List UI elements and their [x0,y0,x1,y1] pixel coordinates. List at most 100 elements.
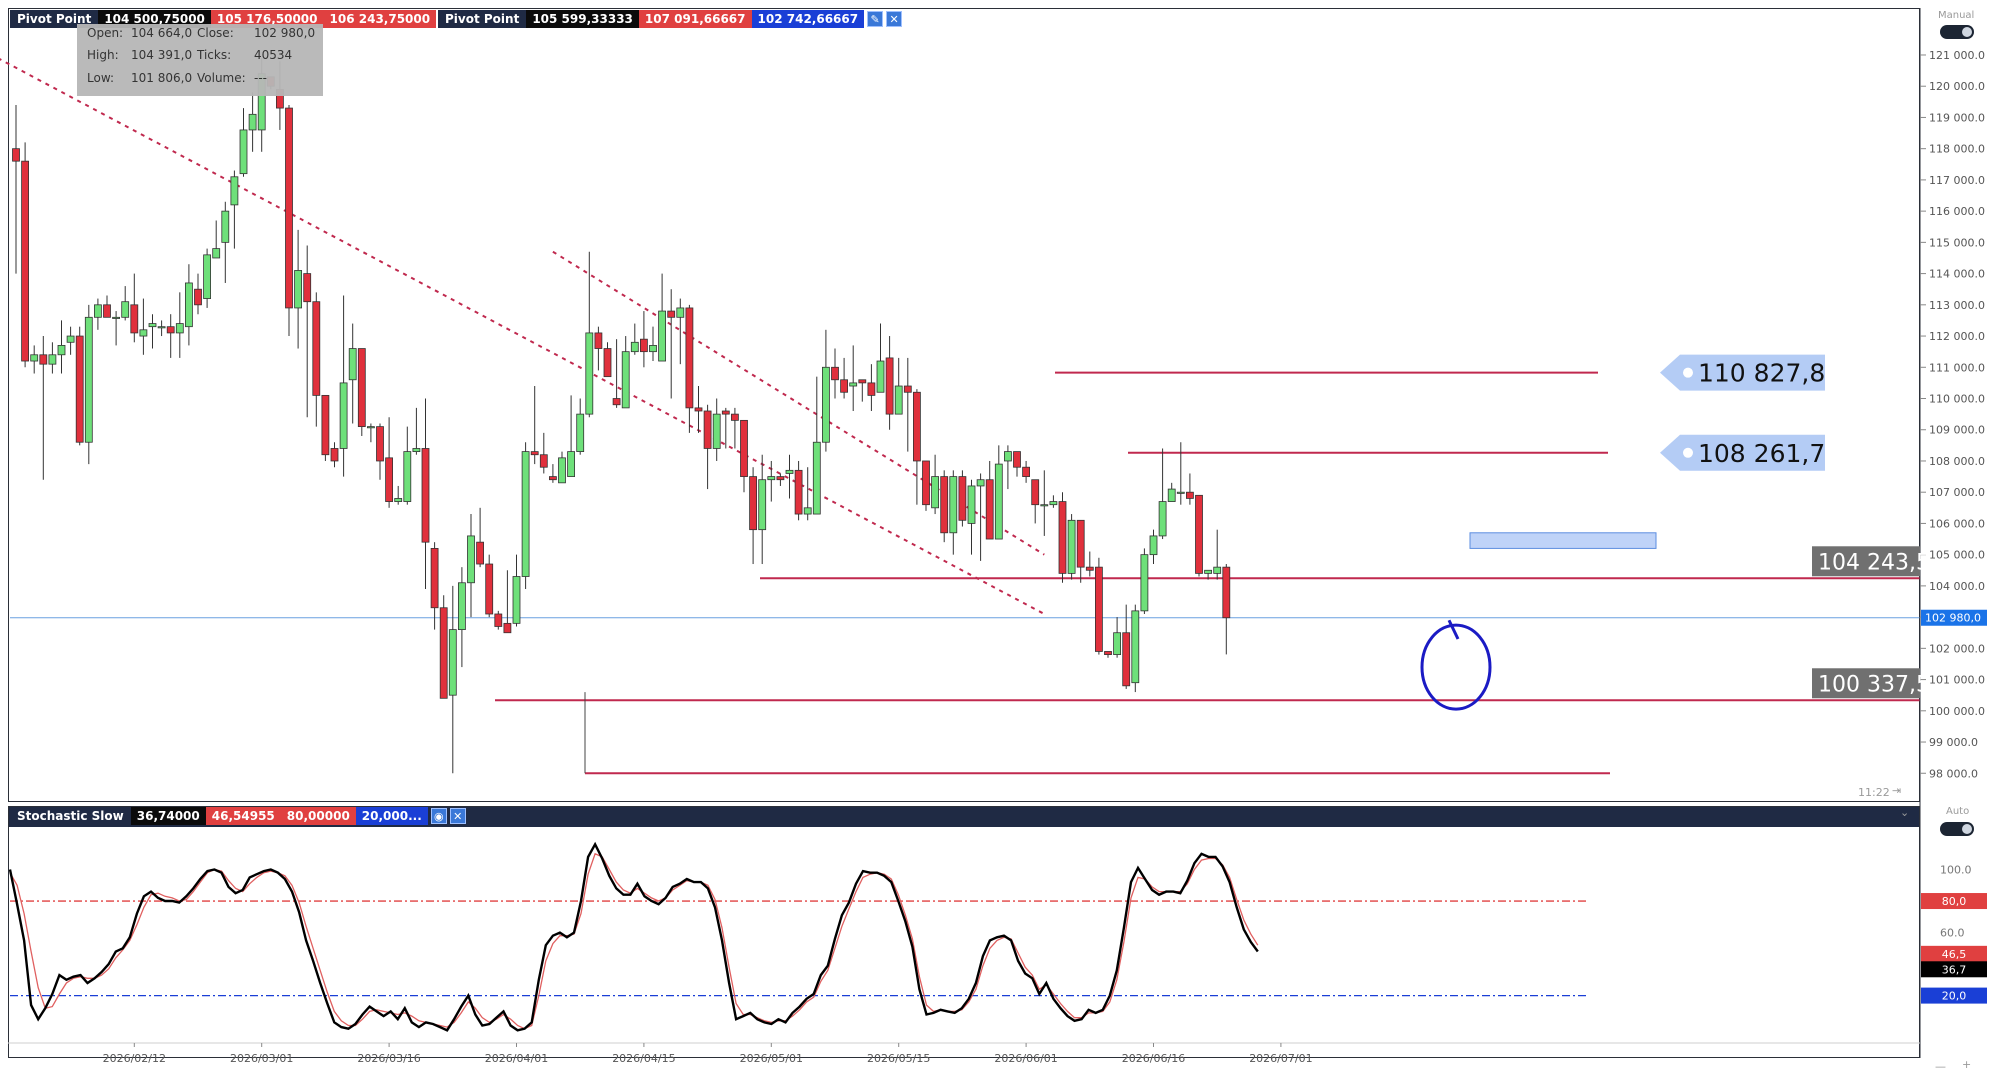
candle-body [230,176,239,206]
candle [1049,495,1058,508]
price-tick-label: 100 000.0 [1929,705,1985,718]
candle-body [558,457,566,484]
indicator-value: 20,000... [355,807,428,825]
candle-body [1113,632,1121,655]
candle [758,454,767,565]
stochastic-level-label: 80,0 [1942,895,1967,908]
candle [485,554,494,618]
candle-body [521,451,530,577]
candle-body [594,332,603,349]
candle-body [931,476,939,509]
candle [667,289,676,399]
indicator-name: Pivot Point [10,10,99,28]
candle [612,339,621,408]
price-callout-box [1812,546,1920,577]
candle [885,336,894,430]
indicator-value: 46,54955 [205,807,281,825]
candle [658,273,666,362]
price-tick-label: 101 000.0 [1929,674,1985,687]
scroll-end-icon[interactable]: ⇥ [1892,784,1902,797]
candle [121,286,130,321]
candle-body [30,354,39,362]
close-icon[interactable]: ✕ [449,808,466,824]
candle-body [157,326,166,329]
candle [1167,482,1176,502]
candle-body [184,282,193,328]
candle-body [922,460,930,506]
candle [1022,460,1030,483]
candle-body [1067,519,1076,574]
candle-body [785,469,794,474]
candle-body [294,270,303,309]
candle [1004,445,1012,490]
candle-body [21,160,30,362]
candle-body [658,310,666,362]
callouts-layer: 110 827,8 108 261,7 104 243,5 100 337,5 [1660,354,1930,699]
collapse-icon[interactable]: ⌄ [1900,806,1910,819]
zoom-out-icon[interactable]: — [1935,1060,1946,1073]
auto-toggle[interactable] [1940,822,1974,836]
candle-body [940,476,949,534]
candle-body [858,379,867,384]
candle-body [630,341,639,353]
candle [321,394,330,461]
close-icon[interactable]: ✕ [886,11,903,27]
candle-body [512,576,521,624]
candle [439,595,448,699]
zoom-in-icon[interactable]: + [1962,1058,1972,1071]
trend-line [552,250,1045,556]
candle [1122,604,1131,689]
candle-body [1031,479,1040,506]
candle-body [476,541,485,565]
candle [103,295,111,318]
candle-body [1013,451,1021,468]
candle [403,426,412,505]
indicator-name: Stochastic Slow [10,807,131,825]
candle-body [1049,501,1058,506]
price-tick-label: 121 000.0 [1929,49,1985,62]
pivot-point-header-2: Pivot Point 105 599,33333 107 091,66667 … [438,9,903,29]
candle-body [949,476,958,534]
candle-body [394,498,403,502]
candle-body [840,379,848,393]
candle-body [221,210,230,243]
visibility-icon[interactable]: ◉ [430,808,447,824]
annotation-stroke [1447,619,1460,640]
candle-body [467,535,475,584]
candle [703,404,712,490]
indicator-value: 105 599,33333 [526,10,639,28]
candle [721,407,730,449]
candle-body [166,326,175,334]
trend-lines [0,58,1045,615]
high-value: 104 391,0 [131,48,193,62]
candle [967,479,976,555]
candle-body [1186,491,1194,499]
price-tick-label: 112 000.0 [1929,330,1985,343]
current-price-label: 102 980,0 [1925,612,1981,625]
candle-body [112,316,120,319]
candle [1095,557,1103,655]
candle [285,104,293,337]
candle [994,445,1003,540]
candle-body [385,457,394,502]
candle [30,345,39,374]
candle-body [75,335,84,443]
indicator-name: Pivot Point [438,10,527,28]
candle [749,467,757,565]
candle [194,273,202,315]
candle [330,442,339,468]
candle [130,273,139,343]
candle-body [84,316,93,443]
candle [840,357,848,399]
stochastic-level-badge [1921,987,1987,1004]
edit-icon[interactable]: ✎ [867,11,884,27]
candle [549,464,557,483]
candle-body [894,385,903,415]
candle [94,298,102,330]
price-tick-label: 110 000.0 [1929,393,1985,406]
callout-dot-icon [1683,367,1693,378]
candle [849,345,858,411]
candle-body [1222,566,1231,619]
stochastic-value-badge [1921,961,1987,978]
manual-toggle[interactable] [1940,25,1974,39]
